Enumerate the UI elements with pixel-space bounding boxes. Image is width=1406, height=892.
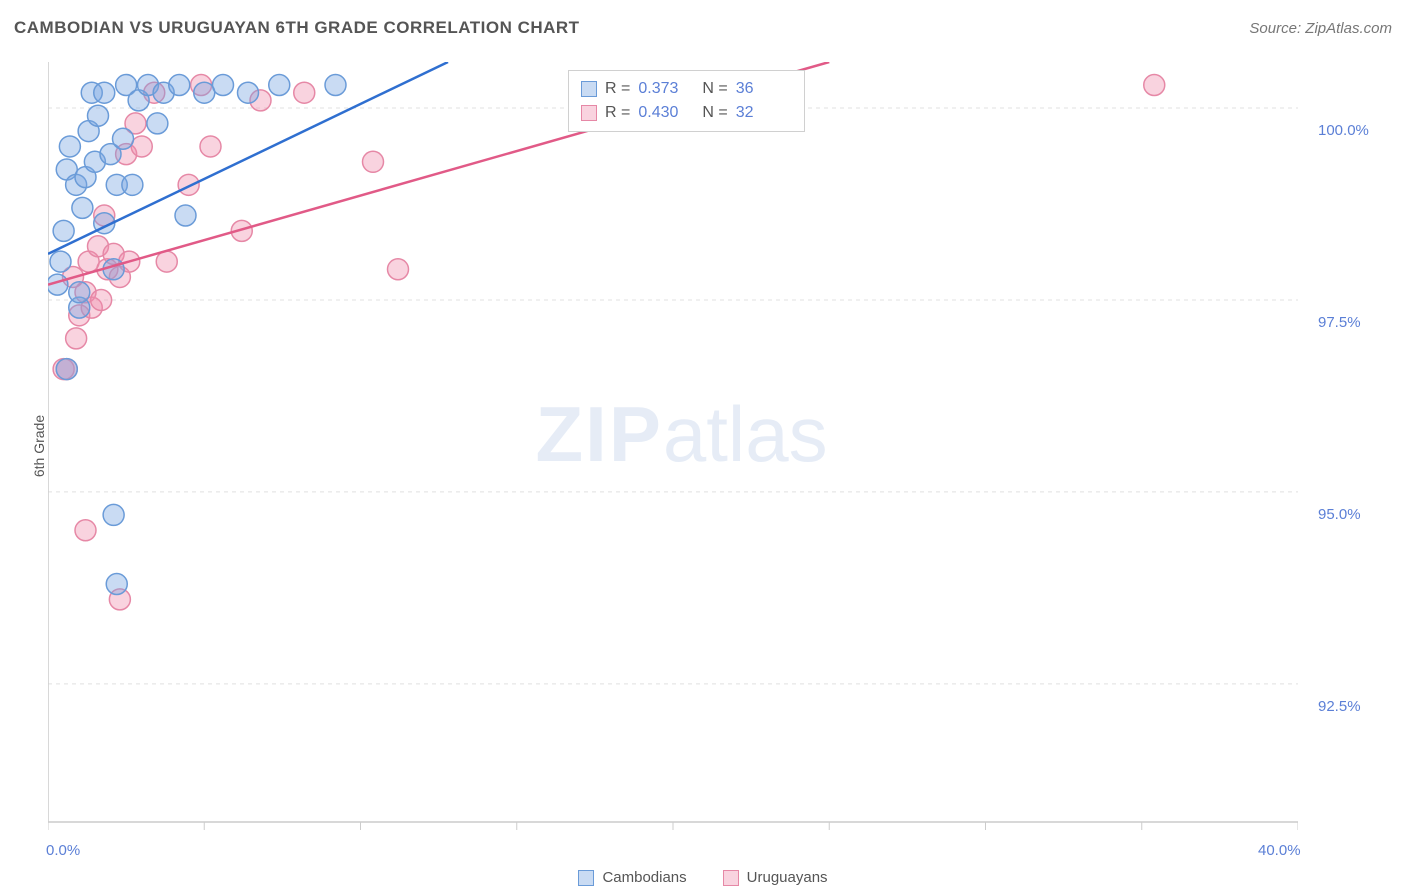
n-label: N = [702,80,727,98]
scatter-point [88,105,109,126]
scatter-point [75,520,96,541]
x-tick-label: 40.0% [1258,842,1301,859]
r-value: 0.430 [638,104,694,122]
chart-title: CAMBODIAN VS URUGUAYAN 6TH GRADE CORRELA… [14,18,580,38]
scatter-point [56,359,77,380]
legend-swatch [581,105,597,121]
n-label: N = [702,104,727,122]
scatter-point [269,75,290,96]
n-value: 32 [736,104,792,122]
source-name: ZipAtlas.com [1305,20,1392,37]
chart-source: Source: ZipAtlas.com [1249,20,1392,37]
scatter-point [72,197,93,218]
r-label: R = [605,104,630,122]
correlation-legend-row: R = 0.430 N = 32 [581,101,792,125]
scatter-point [94,82,115,103]
legend-swatch [723,870,739,886]
scatter-point [1144,75,1165,96]
scatter-point [122,174,143,195]
scatter-point [147,113,168,134]
y-axis-label: 6th Grade [31,415,47,477]
scatter-point [59,136,80,157]
scatter-point [69,282,90,303]
series-legend: Cambodians Uruguayans [0,869,1406,886]
y-tick-label: 92.5% [1318,698,1361,715]
y-tick-label: 95.0% [1318,506,1361,523]
scatter-point [175,205,196,226]
legend-swatch [578,870,594,886]
scatter-point [131,136,152,157]
scatter-point [50,251,71,272]
scatter-point [169,75,190,96]
series-legend-item: Cambodians [578,869,686,886]
legend-swatch [581,81,597,97]
n-value: 36 [736,80,792,98]
series-legend-label: Cambodians [602,869,686,886]
scatter-point [194,82,215,103]
scatter-point [178,174,199,195]
scatter-point [294,82,315,103]
chart-svg [48,62,1298,832]
scatter-point [113,128,134,149]
series-legend-label: Uruguayans [747,869,828,886]
series-legend-item: Uruguayans [723,869,828,886]
r-label: R = [605,80,630,98]
scatter-point [363,151,384,172]
x-tick-label: 0.0% [46,842,80,859]
scatter-point [213,75,234,96]
scatter-point [103,504,124,525]
scatter-point [200,136,221,157]
scatter-point [53,220,74,241]
y-tick-label: 97.5% [1318,314,1361,331]
y-tick-label: 100.0% [1318,122,1369,139]
correlation-legend-row: R = 0.373 N = 36 [581,77,792,101]
r-value: 0.373 [638,80,694,98]
scatter-point [66,328,87,349]
scatter-point [325,75,346,96]
scatter-point [156,251,177,272]
scatter-point [91,289,112,310]
scatter-point [388,259,409,280]
plot-area: ZIPatlas 92.5%95.0%97.5%100.0%0.0%40.0% [48,62,1298,822]
scatter-point [106,574,127,595]
title-bar: CAMBODIAN VS URUGUAYAN 6TH GRADE CORRELA… [14,18,1392,46]
source-prefix: Source: [1249,20,1305,37]
correlation-legend: R = 0.373 N = 36 R = 0.430 N = 32 [568,70,805,132]
scatter-point [238,82,259,103]
